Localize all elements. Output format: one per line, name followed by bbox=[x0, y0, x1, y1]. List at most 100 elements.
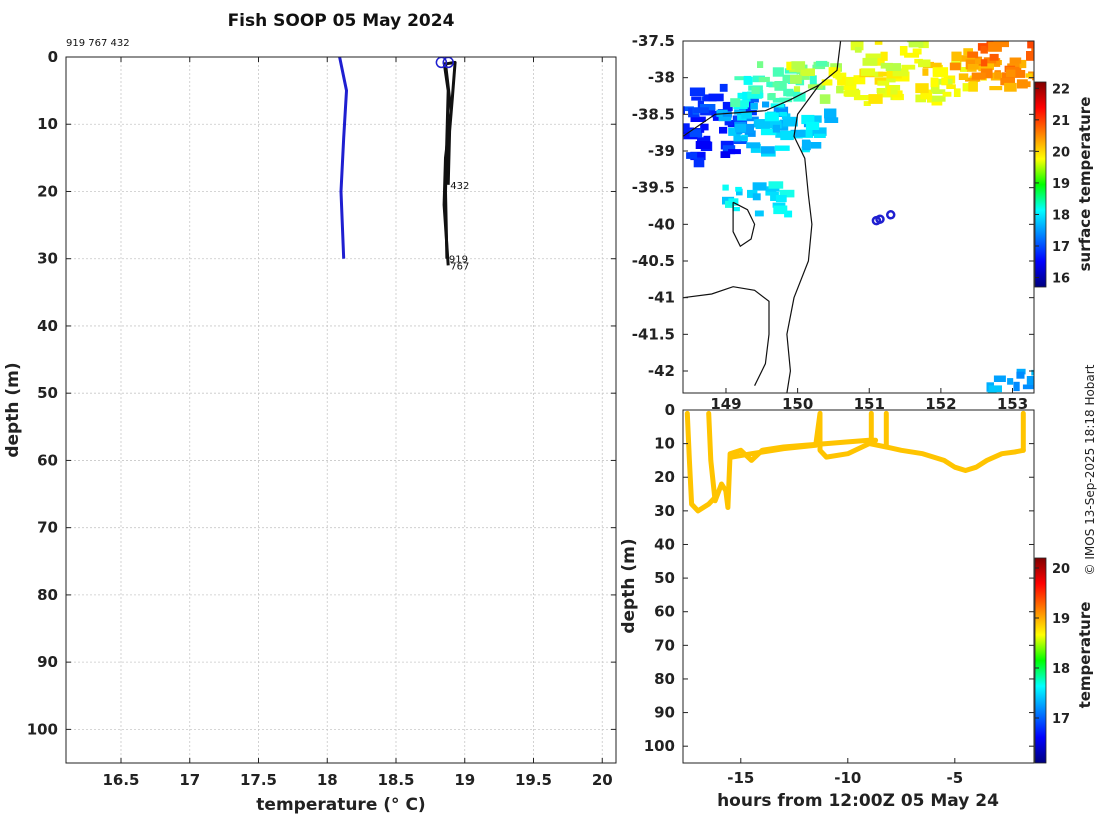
sst-cell bbox=[689, 129, 702, 138]
map-ytick-label: -40 bbox=[648, 215, 675, 233]
sst-cell bbox=[918, 41, 929, 49]
sst-cell bbox=[1000, 78, 1015, 86]
sst-cell bbox=[1058, 61, 1066, 69]
sst-cell bbox=[918, 59, 931, 68]
profile-ytick-label: 50 bbox=[37, 384, 58, 402]
sst-cell bbox=[754, 210, 764, 217]
profile-xlabel: temperature (° C) bbox=[256, 795, 425, 815]
sst-cell bbox=[779, 97, 793, 103]
sst-cell bbox=[748, 98, 759, 103]
sst-cell bbox=[790, 129, 806, 137]
section-ytick-label: 90 bbox=[654, 704, 675, 722]
map-xtick-label: 153 bbox=[997, 395, 1028, 413]
section-colorbar-tick-label: 20 bbox=[1052, 562, 1070, 577]
sst-cell bbox=[697, 137, 708, 145]
sst-cell bbox=[1013, 381, 1020, 392]
section-colorbar-label: temperature bbox=[1076, 602, 1094, 709]
sst-cell bbox=[870, 41, 879, 42]
sst-cell bbox=[877, 89, 891, 98]
section-track bbox=[706, 410, 879, 510]
profile-series-climatology bbox=[338, 57, 348, 259]
section-ytick-label: 0 bbox=[665, 401, 675, 419]
sst-cell bbox=[1039, 62, 1047, 67]
profile-ytick-label: 40 bbox=[37, 317, 58, 335]
sst-cell bbox=[775, 131, 783, 138]
sst-cell bbox=[1041, 379, 1047, 387]
sst-cell bbox=[915, 83, 929, 94]
sst-cell bbox=[742, 91, 751, 102]
sst-cell bbox=[1022, 384, 1034, 390]
sst-cell bbox=[764, 112, 779, 122]
profile-end-label: 432 bbox=[450, 181, 469, 192]
sst-cell bbox=[835, 74, 842, 80]
sst-cell bbox=[732, 207, 740, 212]
sst-cell bbox=[989, 53, 999, 61]
sst-cell bbox=[967, 64, 979, 70]
chart-title: Fish SOOP 05 May 2024 bbox=[228, 11, 455, 31]
sst-cell bbox=[686, 152, 698, 159]
profile-ytick-label: 0 bbox=[48, 48, 58, 66]
sst-cell bbox=[894, 71, 910, 82]
sst-cell bbox=[930, 77, 939, 88]
sst-cell bbox=[1016, 79, 1028, 89]
sst-cell bbox=[847, 78, 857, 87]
sst-cell bbox=[821, 79, 833, 86]
profile-end-label: 767 bbox=[450, 261, 469, 272]
sst-cell bbox=[773, 106, 789, 117]
section-ylabel: depth (m) bbox=[619, 538, 639, 633]
map-xtick-label: 149 bbox=[710, 395, 741, 413]
sst-cell bbox=[760, 128, 777, 136]
sst-cell bbox=[734, 76, 748, 81]
sst-cell bbox=[722, 184, 729, 191]
coast-line bbox=[683, 286, 770, 386]
sst-cell bbox=[824, 117, 839, 123]
sst-cell bbox=[853, 75, 866, 85]
sst-cell bbox=[968, 82, 978, 92]
section-ytick-label: 10 bbox=[654, 435, 675, 453]
sst-cell bbox=[762, 101, 770, 108]
sst-cell bbox=[1039, 380, 1053, 389]
sst-cell bbox=[988, 385, 1002, 393]
sst-cell bbox=[774, 145, 790, 151]
sst-cell bbox=[801, 114, 815, 125]
sst-cell bbox=[691, 96, 702, 101]
sst-cell bbox=[890, 86, 898, 95]
sst-cell bbox=[942, 91, 952, 97]
sst-cell bbox=[776, 123, 788, 128]
map-colorbar-tick-label: 18 bbox=[1052, 208, 1070, 223]
map-ticks: 149 150 151 152 153 -37.5 -38 -38.5 -39 -39.5 -40 -… bbox=[632, 32, 1034, 413]
sst-cell bbox=[862, 57, 878, 66]
section-colorbar-ticks: 17 18 19 20 bbox=[1035, 562, 1070, 727]
sst-cell bbox=[770, 192, 779, 201]
sst-cell bbox=[901, 64, 916, 70]
section-track bbox=[684, 410, 718, 514]
profile-axes-box bbox=[65, 56, 617, 764]
section-ytick-label: 50 bbox=[654, 569, 675, 587]
map-ytick-label: -42 bbox=[648, 362, 675, 380]
sst-cell bbox=[750, 143, 761, 153]
profile-ytick-label: 60 bbox=[37, 451, 58, 469]
sst-cell bbox=[737, 92, 747, 100]
profile-xtick-label: 17 bbox=[179, 771, 200, 789]
map-ytick-label: -39 bbox=[648, 142, 675, 160]
section-colorbar bbox=[1034, 557, 1047, 764]
map-xtick-label: 152 bbox=[925, 395, 956, 413]
sst-cell bbox=[824, 108, 837, 119]
sst-cell bbox=[920, 89, 933, 100]
sst-cell bbox=[768, 120, 782, 129]
map-panel: 149 150 151 152 153 -37.5 -38 -38.5 -39 -39.5 -40 -… bbox=[632, 32, 1094, 413]
sst-cell bbox=[772, 202, 786, 208]
sst-cell bbox=[780, 130, 794, 141]
sst-cell bbox=[772, 67, 784, 77]
sst-cell bbox=[974, 58, 982, 65]
sst-cell bbox=[722, 112, 733, 117]
section-ytick-label: 60 bbox=[654, 603, 675, 621]
sst-cell bbox=[808, 115, 822, 123]
sst-cell bbox=[1004, 82, 1017, 92]
sst-cell bbox=[743, 77, 753, 85]
sst-cell bbox=[719, 83, 728, 92]
sst-cell bbox=[736, 188, 743, 196]
sst-cell bbox=[740, 123, 754, 134]
sst-cell bbox=[800, 129, 814, 138]
